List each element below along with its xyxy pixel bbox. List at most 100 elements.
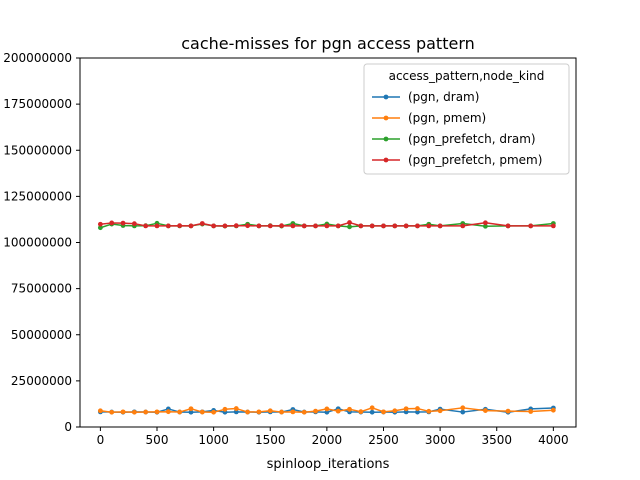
data-point: [358, 409, 364, 415]
legend-item: (pgn_prefetch, pmem): [372, 153, 542, 167]
legend: access_pattern,node_kind (pgn, dram) (pgn,…: [363, 63, 570, 175]
data-point: [313, 223, 318, 229]
x-tick-label: 4000: [538, 433, 569, 447]
data-point: [211, 409, 217, 415]
data-point: [528, 409, 534, 414]
y-tick-label: 150000000: [3, 143, 72, 157]
data-point: [97, 221, 103, 227]
data-point: [358, 223, 364, 229]
plot-area: [79, 57, 577, 428]
data-point: [188, 406, 194, 412]
data-point: [154, 409, 160, 415]
data-point: [483, 408, 488, 413]
data-point: [131, 221, 137, 227]
data-point: [369, 223, 375, 229]
data-point: [165, 409, 171, 415]
data-point: [403, 406, 409, 412]
data-point: [392, 223, 398, 229]
data-point: [245, 409, 251, 415]
data-point: [267, 408, 273, 414]
data-point: [165, 223, 171, 229]
data-point: [550, 223, 556, 229]
data-point: [415, 223, 420, 229]
data-point: [347, 406, 352, 412]
data-point: [188, 223, 194, 229]
y-axis: 0 25000000 50000000 75000000 100000000 125000…: [3, 51, 80, 434]
data-point: [233, 406, 239, 411]
data-point: [279, 409, 284, 415]
data-point: [301, 223, 307, 229]
legend-item: (pgn, dram): [372, 90, 479, 104]
y-tick-label: 100000000: [3, 236, 72, 250]
data-point: [460, 223, 466, 229]
chart-title: cache-misses for pgn access pattern: [181, 34, 475, 53]
data-point: [256, 223, 262, 229]
data-point: [143, 409, 149, 415]
data-point: [109, 409, 115, 415]
data-point: [426, 408, 432, 414]
x-tick-label: 2000: [312, 433, 343, 447]
legend-box: [363, 63, 570, 175]
data-point: [109, 220, 115, 226]
x-tick-label: 500: [146, 433, 169, 447]
data-point: [324, 409, 330, 415]
legend-label: (pgn, dram): [408, 90, 479, 104]
data-point: [369, 405, 375, 411]
data-point: [177, 409, 183, 415]
data-point: [301, 409, 307, 415]
data-point: [97, 225, 103, 231]
data-point: [415, 409, 420, 415]
y-tick-label: 200000000: [3, 51, 72, 65]
data-point: [211, 223, 217, 229]
data-point: [415, 406, 420, 411]
data-point: [505, 223, 511, 229]
data-point: [347, 220, 352, 225]
legend-title: access_pattern,node_kind: [389, 69, 545, 83]
x-tick-label: 1500: [255, 433, 286, 447]
data-point: [324, 223, 330, 229]
legend-swatch-marker: [383, 157, 389, 163]
data-point: [199, 221, 205, 226]
legend-label: (pgn_prefetch, pmem): [408, 153, 542, 167]
data-point: [131, 409, 137, 415]
data-point: [550, 407, 556, 413]
data-point: [460, 409, 466, 415]
data-point: [290, 409, 296, 415]
series-1: [97, 405, 556, 415]
data-point: [381, 223, 386, 229]
data-point: [245, 223, 251, 229]
data-point: [233, 223, 239, 229]
y-tick-label: 50000000: [11, 328, 72, 342]
y-tick-label: 125000000: [3, 189, 72, 203]
data-point: [528, 223, 534, 229]
x-tick-label: 1000: [198, 433, 229, 447]
data-point: [483, 220, 488, 226]
series-3: [97, 220, 556, 229]
legend-label: (pgn_prefetch, dram): [408, 132, 536, 146]
legend-swatch-marker: [383, 115, 389, 121]
legend-swatch-marker: [383, 136, 389, 142]
data-point: [143, 223, 149, 229]
data-point: [369, 409, 375, 415]
data-point: [483, 223, 488, 229]
data-point: [120, 409, 126, 415]
data-point: [381, 409, 386, 415]
x-axis: 0 500 1000 1500 2000 2500 3000 3500 4000: [97, 427, 569, 447]
data-point: [188, 409, 194, 415]
y-tick-label: 75000000: [11, 282, 72, 296]
data-point: [324, 406, 330, 412]
data-point: [437, 223, 443, 229]
data-point: [279, 223, 284, 229]
data-point: [97, 408, 103, 414]
x-tick-label: 3500: [481, 433, 512, 447]
data-point: [290, 223, 296, 229]
legend-label: (pgn, pmem): [408, 111, 486, 125]
data-point: [222, 223, 228, 229]
x-tick-label: 0: [97, 433, 105, 447]
data-point: [347, 224, 352, 230]
data-point: [426, 223, 432, 229]
x-axis-label: spinloop_iterations: [267, 457, 390, 472]
data-point: [199, 409, 205, 415]
data-point: [335, 408, 341, 414]
